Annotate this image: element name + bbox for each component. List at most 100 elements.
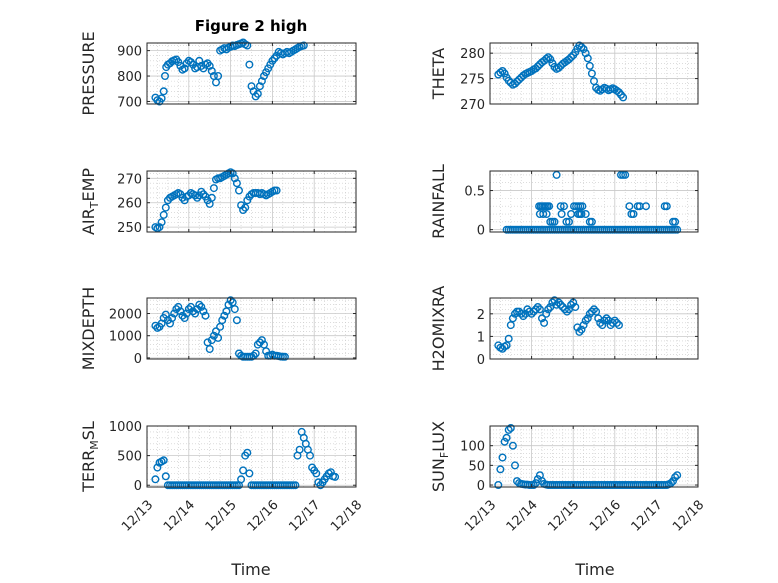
data-point xyxy=(331,472,340,481)
data-point xyxy=(214,333,223,342)
data-point xyxy=(542,309,551,318)
data-point xyxy=(155,223,164,232)
data-point xyxy=(556,202,565,211)
data-point xyxy=(504,76,513,85)
x-tick-label: 12/18 xyxy=(670,498,707,535)
data-point xyxy=(502,433,511,442)
x-tick-label: 12/15 xyxy=(545,498,582,535)
data-point xyxy=(255,338,264,347)
y-tick-label: 280 xyxy=(460,47,485,62)
data-point xyxy=(667,479,676,488)
data-point xyxy=(671,473,680,482)
y-tick-label: 900 xyxy=(117,45,142,60)
y-tick-label: 250 xyxy=(117,221,142,236)
data-point xyxy=(172,305,181,314)
data-point xyxy=(239,205,248,214)
data-point xyxy=(533,62,542,71)
data-point xyxy=(504,334,513,343)
data-point xyxy=(241,203,250,212)
data-point xyxy=(545,202,554,211)
y-axis-label: MIXDEPTH xyxy=(79,287,98,370)
data-point xyxy=(612,318,621,327)
data-point xyxy=(581,209,590,218)
data-point xyxy=(494,481,503,490)
data-point xyxy=(511,79,520,88)
x-tick-label: 12/16 xyxy=(245,498,282,535)
data-point xyxy=(496,465,505,474)
data-point xyxy=(180,314,189,323)
axes-box xyxy=(489,42,699,105)
axes-box xyxy=(146,425,357,488)
data-point xyxy=(557,209,566,218)
y-tick-label: 50 xyxy=(468,459,485,474)
x-axis-label-left: Time xyxy=(230,560,270,579)
data-point xyxy=(560,305,569,314)
data-point xyxy=(232,179,241,188)
y-tick-label: 0 xyxy=(477,224,485,239)
data-point xyxy=(587,69,596,78)
data-point xyxy=(519,312,528,321)
data-point xyxy=(563,307,572,316)
subplot-4: 0 0.5 RAINFALL xyxy=(429,164,699,239)
data-point xyxy=(575,327,584,336)
x-tick-label: 12/14 xyxy=(504,498,541,535)
y-tick-label: 2000 xyxy=(109,308,142,323)
data-point xyxy=(577,209,586,218)
data-point xyxy=(673,471,682,480)
data-point xyxy=(280,352,289,361)
data-point xyxy=(168,314,177,323)
data-point xyxy=(199,307,208,316)
data-point xyxy=(226,296,235,305)
data-point xyxy=(157,218,166,227)
data-point xyxy=(579,45,588,54)
data-point xyxy=(515,75,524,84)
data-point xyxy=(578,202,587,211)
data-point xyxy=(205,345,214,354)
data-point xyxy=(579,321,588,330)
data-point xyxy=(160,71,169,80)
x-tick-label: 12/13 xyxy=(119,498,156,535)
y-tick-label: 1000 xyxy=(109,330,142,345)
data-point xyxy=(237,201,246,210)
data-point xyxy=(306,451,315,460)
data-point xyxy=(590,305,599,314)
data-point xyxy=(577,325,586,334)
data-point xyxy=(153,463,162,472)
data-point xyxy=(159,210,168,219)
data-point xyxy=(513,77,522,86)
data-point xyxy=(625,202,634,211)
data-point xyxy=(565,55,574,64)
y-tick-label: 275 xyxy=(460,73,485,88)
data-point xyxy=(538,314,547,323)
data-point xyxy=(583,314,592,323)
data-point xyxy=(600,316,609,325)
data-point xyxy=(550,296,559,305)
data-point xyxy=(498,453,507,462)
data-point xyxy=(556,300,565,309)
data-point xyxy=(159,87,168,96)
y-tick-label: 260 xyxy=(117,197,142,212)
data-point xyxy=(220,311,229,320)
x-tick-label: 12/13 xyxy=(462,498,499,535)
y-axis-label: AIRTEMP xyxy=(79,168,101,235)
data-point xyxy=(508,314,517,323)
data-point xyxy=(245,60,254,69)
x-tick-label: 12/18 xyxy=(328,498,365,535)
data-point xyxy=(531,64,540,73)
y-tick-label: 1000 xyxy=(109,420,142,435)
y-tick-label: 700 xyxy=(117,95,142,110)
data-point xyxy=(529,481,538,490)
subplot-1: 700 800 900 PRESSURE xyxy=(79,31,357,116)
axes-box xyxy=(146,42,357,105)
subplot-6: 0 1 2 H2OMIXRA xyxy=(429,286,699,372)
data-point xyxy=(562,217,571,226)
y-tick-label: 270 xyxy=(117,172,142,187)
data-point xyxy=(565,217,574,226)
axes-box xyxy=(146,297,357,360)
data-point xyxy=(251,349,260,358)
axes-box xyxy=(489,425,699,488)
data-point xyxy=(188,307,197,316)
y-axis-label: H2OMIXRA xyxy=(429,286,448,372)
x-tick-label: 12/14 xyxy=(161,498,198,535)
data-point xyxy=(312,469,321,478)
